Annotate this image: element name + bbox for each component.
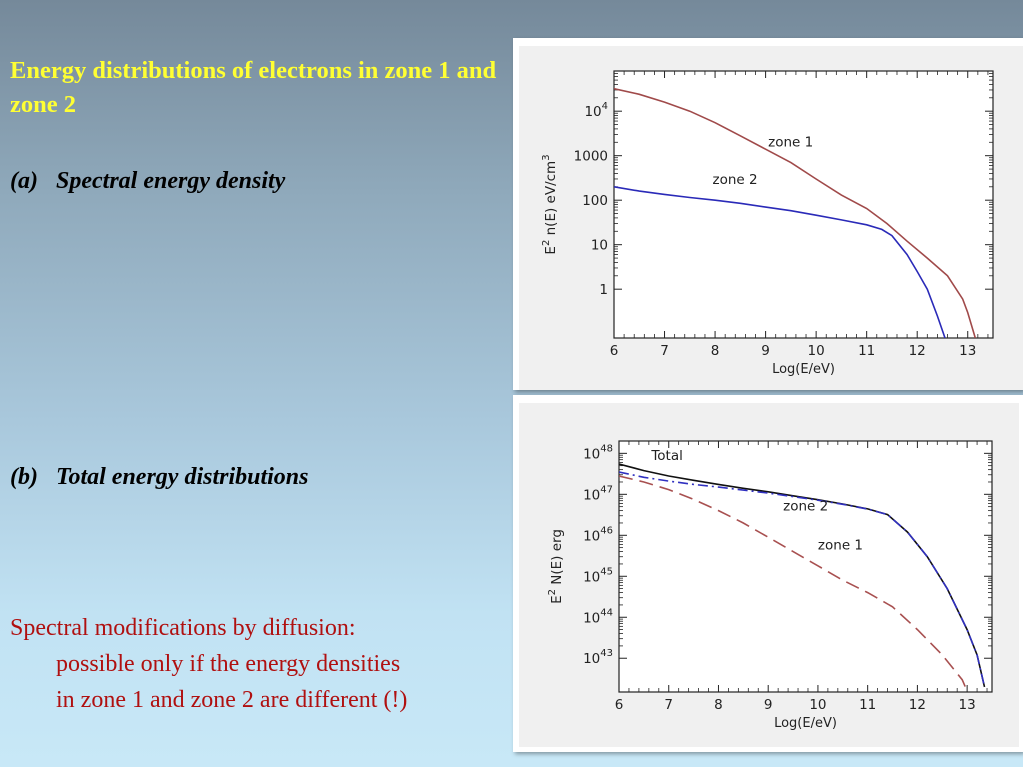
series-line-zone-2 (619, 471, 986, 688)
y-tick-label: 1047 (583, 484, 613, 503)
x-tick-label: 6 (615, 697, 624, 713)
x-tick-label: 10 (808, 343, 825, 359)
subheading-b-text: Total energy distributions (56, 464, 309, 490)
series-label-zone-1: zone 1 (768, 135, 813, 151)
series-label-zone-2: zone 2 (783, 499, 828, 515)
note-line-1: Spectral modifications by diffusion: (10, 615, 356, 641)
x-tick-label: 8 (711, 343, 720, 359)
x-tick-label: 12 (909, 343, 926, 359)
y-tick-label: 1048 (583, 443, 613, 462)
subheading-b: (b) Total energy distributions (10, 462, 309, 492)
x-tick-label: 11 (859, 697, 876, 713)
chart-panel-spectral-density: 6 7 8 9 10 11 12 13 Log(E/eV) 1 10 100 1000 104 E2 n(E… (513, 38, 1023, 390)
y-axis-label: E2 N(E) erg (547, 529, 565, 604)
x-tick-label: 8 (714, 697, 723, 713)
note-line-3: in zone 1 and zone 2 are different (!) (56, 687, 408, 713)
subheading-a: (a) Spectral energy density (10, 166, 285, 196)
diffusion-note: Spectral modifications by diffusion: pos… (10, 610, 515, 718)
x-tick-label: 9 (761, 343, 770, 359)
y-tick-label: 1000 (574, 149, 608, 165)
plot-frame (613, 70, 994, 339)
x-tick-label: 9 (764, 697, 773, 713)
series-label-zone-2: zone 2 (713, 172, 758, 188)
y-tick-label: 1046 (583, 525, 613, 544)
series-line-zone-1 (614, 87, 977, 338)
y-tick-label: 10 (591, 238, 608, 254)
y-tick-label: 1044 (583, 607, 613, 626)
subheading-a-label: (a) (10, 168, 38, 194)
subheading-b-label: (b) (10, 464, 38, 490)
y-tick-label: 1 (599, 282, 608, 298)
slide-title: Energy distributions of electrons in zon… (10, 57, 497, 118)
y-tick-label: 1043 (583, 648, 613, 667)
series-group (614, 87, 977, 338)
x-tick-label: 6 (610, 343, 619, 359)
x-tick-label: 13 (959, 697, 976, 713)
series-label-zone-1: zone 1 (818, 538, 863, 554)
series-line-zone-1 (619, 475, 968, 692)
x-tick-label: 12 (909, 697, 926, 713)
chart-spectral-density: 6 7 8 9 10 11 12 13 Log(E/eV) 1 10 100 1000 104 E2 n(E… (519, 46, 1023, 390)
y-tick-label: 1045 (583, 566, 613, 585)
y-axis-label: E2 n(E) eV/cm3 (541, 154, 559, 254)
series-line-zone-2 (614, 186, 946, 338)
plot-frame (618, 440, 993, 693)
series-group (619, 463, 986, 692)
x-tick-label: 7 (660, 343, 669, 359)
x-tick-label: 7 (664, 697, 673, 713)
series-label-total: Total (650, 448, 683, 464)
x-axis-label: Log(E/eV) (772, 362, 835, 377)
chart-panel-total-energy: 6 7 8 9 10 11 12 13 Log(E/eV) 1043 1044 1045 1046 104… (513, 395, 1023, 752)
x-tick-label: 13 (959, 343, 976, 359)
note-line-2: possible only if the energy densities (56, 651, 401, 677)
subheading-a-text: Spectral energy density (56, 168, 286, 194)
chart-total-energy: 6 7 8 9 10 11 12 13 Log(E/eV) 1043 1044 1045 1046 104… (519, 403, 1019, 747)
x-axis-label: Log(E/eV) (774, 716, 837, 731)
y-tick-label: 100 (582, 193, 608, 209)
x-tick-label: 10 (809, 697, 826, 713)
x-tick-label: 11 (858, 343, 875, 359)
y-tick-label: 104 (584, 101, 608, 120)
